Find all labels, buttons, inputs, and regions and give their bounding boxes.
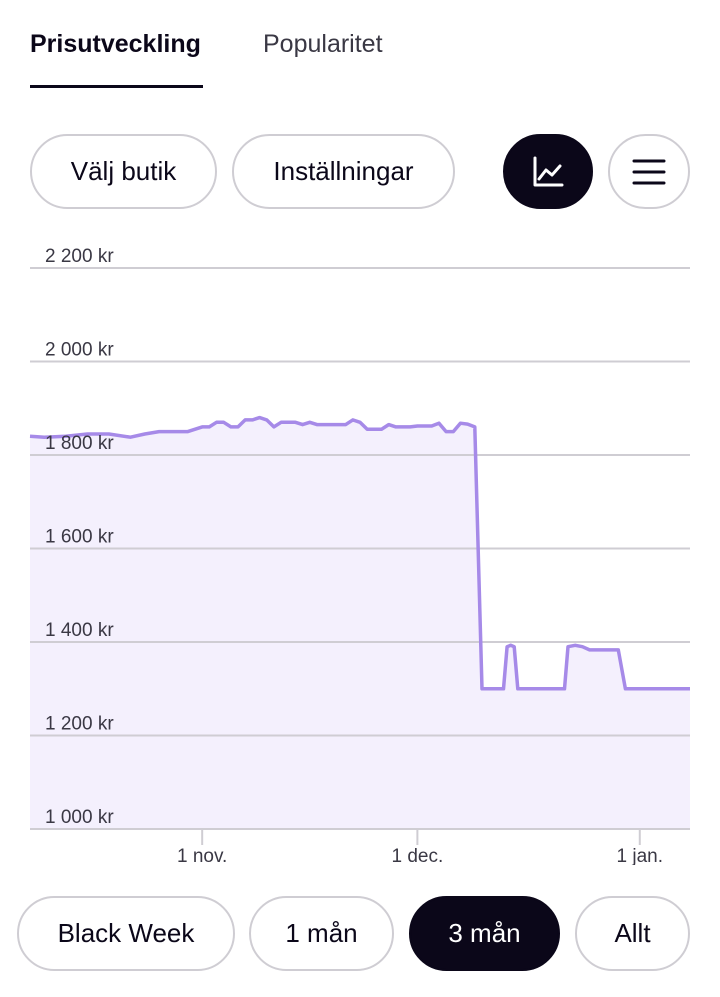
tab-price-history[interactable]: Prisutveckling xyxy=(30,30,201,58)
active-tab-indicator xyxy=(30,85,203,88)
price-chart-svg: 2 200 kr 2 000 kr 1 800 kr 1 600 kr 1 400 kr… xyxy=(29,246,690,865)
y-tick-label: 1 800 kr xyxy=(45,433,114,454)
y-tick-label: 2 000 kr xyxy=(45,340,114,361)
price-area-fill xyxy=(30,417,690,829)
y-tick-label: 1 600 kr xyxy=(45,527,114,548)
range-3-months-button[interactable]: 3 mån xyxy=(409,896,560,971)
y-tick-label: 1 400 kr xyxy=(45,620,114,641)
chart-view-button[interactable] xyxy=(503,134,593,209)
range-black-week-button[interactable]: Black Week xyxy=(17,896,235,971)
range-1-month-button[interactable]: 1 mån xyxy=(249,896,394,971)
line-chart-icon xyxy=(533,156,564,186)
price-chart[interactable]: 2 200 kr 2 000 kr 1 800 kr 1 600 kr 1 400 kr… xyxy=(0,225,720,865)
price-line xyxy=(29,415,690,691)
select-store-button[interactable]: Välj butik xyxy=(30,134,217,209)
tab-popularity[interactable]: Popularitet xyxy=(263,30,383,58)
range-all-button[interactable]: Allt xyxy=(575,896,690,971)
x-tick-label: 1 dec. xyxy=(392,846,444,865)
x-tick-label: 1 jan. xyxy=(617,846,663,865)
y-tick-label: 1 200 kr xyxy=(45,714,114,735)
y-tick-label: 1 000 kr xyxy=(45,807,114,828)
list-view-button[interactable] xyxy=(608,134,690,209)
y-tick-label: 2 200 kr xyxy=(45,246,114,267)
tab-bar: Prisutveckling Popularitet xyxy=(30,0,690,90)
hamburger-menu-icon xyxy=(632,159,666,184)
settings-button[interactable]: Inställningar xyxy=(232,134,455,209)
x-tick-label: 1 nov. xyxy=(177,846,227,865)
